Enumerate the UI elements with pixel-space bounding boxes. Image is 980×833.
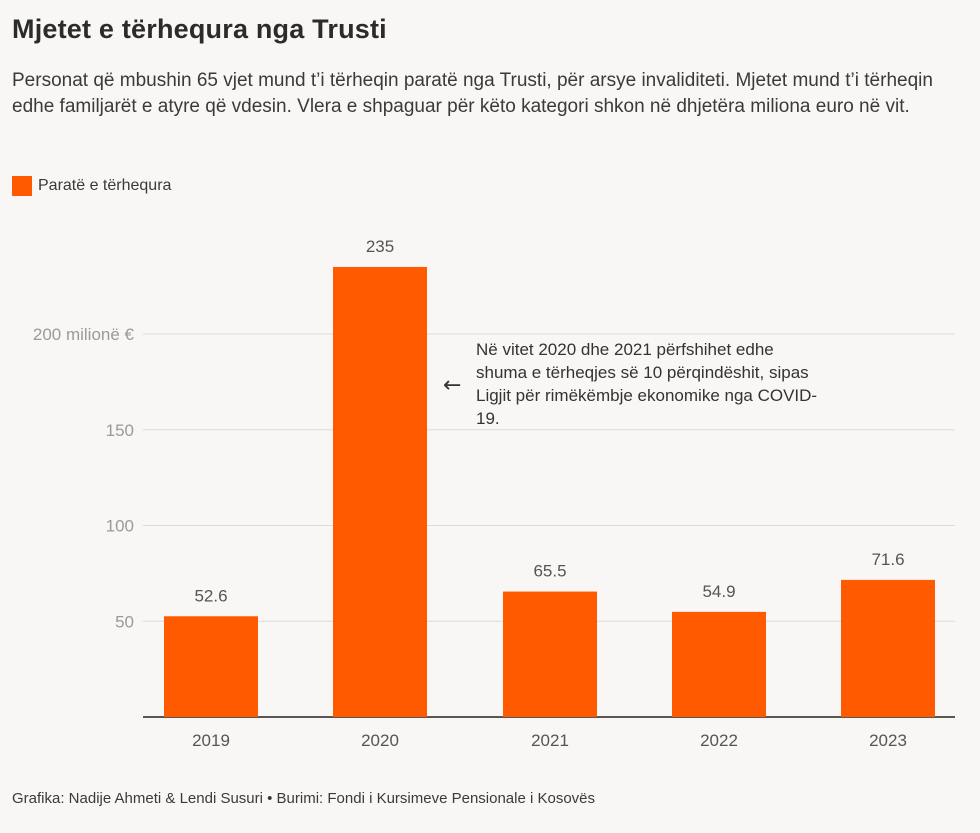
x-tick-label-2021: 2021 <box>531 731 569 750</box>
annotation-line: shuma e tërheqjes së 10 përqindëshit, si… <box>476 363 809 382</box>
x-tick-label-2020: 2020 <box>361 731 399 750</box>
bar-2023 <box>841 579 935 717</box>
source-credit: Grafika: Nadije Ahmeti & Lendi Susuri • … <box>12 790 596 807</box>
data-label-2020: 235 <box>366 237 394 256</box>
y-tick-label: 200 milionë € <box>33 325 135 344</box>
y-tick-label: 150 <box>106 421 134 440</box>
data-label-2021: 65.5 <box>533 562 566 581</box>
bar-2022 <box>672 611 766 717</box>
annotation-arrow-icon: ← <box>443 373 461 398</box>
data-label-2019: 52.6 <box>194 586 227 605</box>
x-tick-label-2019: 2019 <box>192 731 230 750</box>
bar-2021 <box>503 591 597 717</box>
annotation-line: Ligjit për rimëkëmbje ekonomike nga COVI… <box>476 386 817 405</box>
data-label-2023: 71.6 <box>871 550 904 569</box>
x-tick-label-2023: 2023 <box>869 731 907 750</box>
x-tick-label-2022: 2022 <box>700 731 738 750</box>
data-label-2022: 54.9 <box>702 582 735 601</box>
annotation-line: Në vitet 2020 dhe 2021 përfshihet edhe <box>476 340 774 359</box>
legend-swatch <box>12 176 32 196</box>
label-layer: 52.6 2019 235 2020 65.5 2021 54.9 2022 71.6 2023 <box>192 237 907 750</box>
chart-title: Mjetet e tërhequra nga Trusti <box>12 14 387 44</box>
bar-2019 <box>164 616 258 717</box>
bar-layer <box>164 266 935 717</box>
bar-2020 <box>333 266 427 717</box>
y-tick-label: 100 <box>106 517 134 536</box>
annotation: ← Në vitet 2020 dhe 2021 përfshihet edhe s… <box>443 340 817 428</box>
legend: Paratë e tërhequra <box>12 176 171 196</box>
y-tick-label: 50 <box>115 612 134 631</box>
annotation-line: 19. <box>476 409 500 428</box>
legend-label: Paratë e tërhequra <box>38 177 172 194</box>
chart-subtitle: Personat që mbushin 65 vjet mund t’i tër… <box>12 70 933 117</box>
